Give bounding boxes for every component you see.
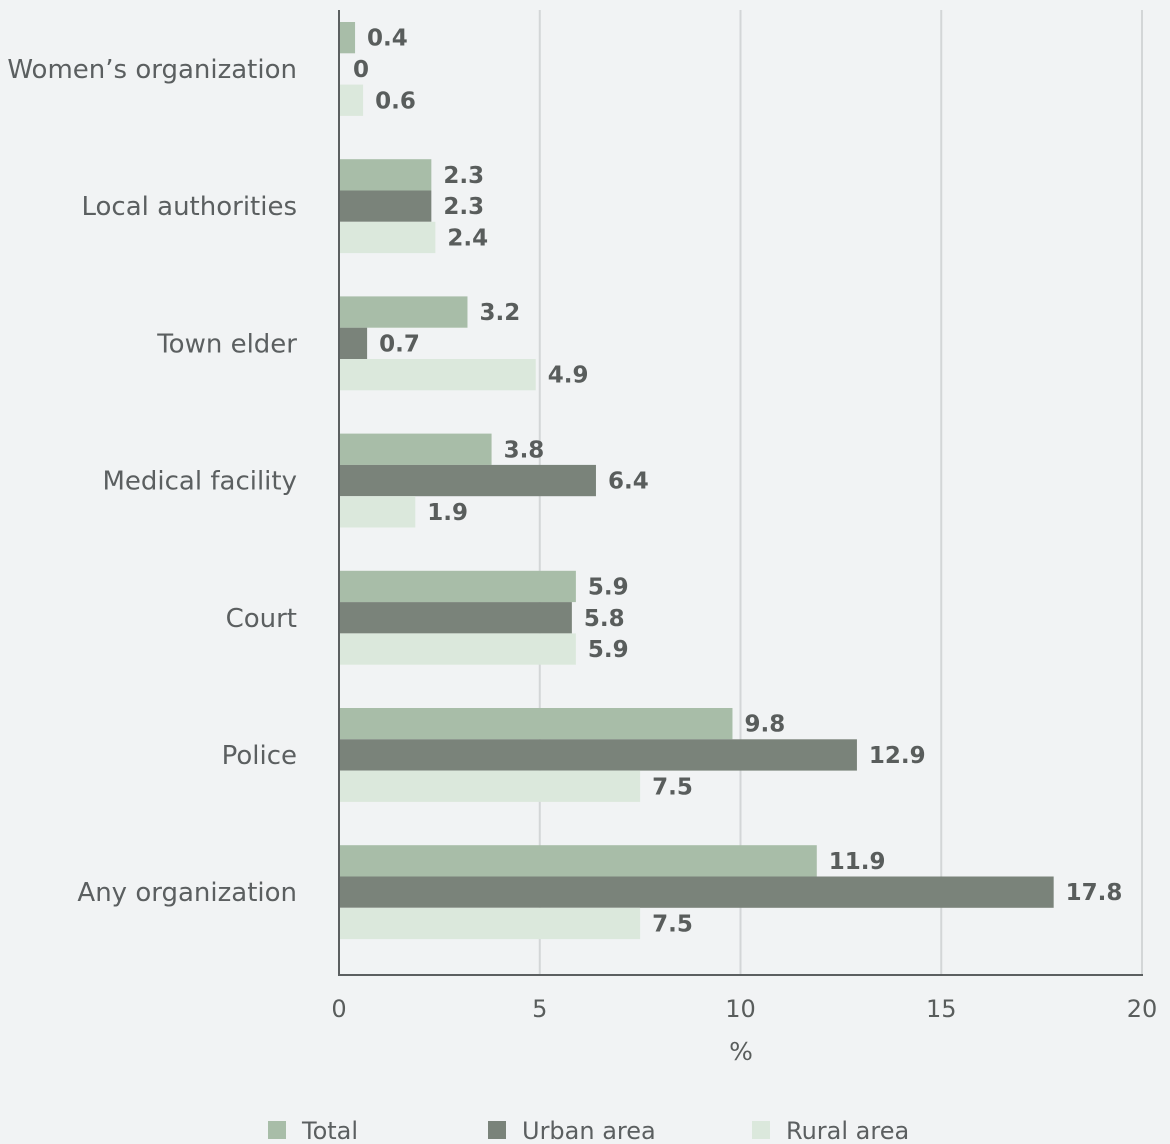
bar xyxy=(339,770,641,802)
data-label: 2.4 xyxy=(447,225,488,251)
bar xyxy=(339,464,596,497)
legend-label: Total xyxy=(301,1117,358,1144)
data-label: 7.5 xyxy=(652,774,693,800)
x-tick-label: 5 xyxy=(532,995,547,1023)
bar xyxy=(339,296,468,328)
data-label: 11.9 xyxy=(829,849,886,875)
bars xyxy=(339,22,1054,940)
x-tick-label: 20 xyxy=(1127,995,1158,1023)
bar xyxy=(339,845,817,877)
bar xyxy=(339,708,733,740)
bar xyxy=(339,221,436,254)
data-label: 17.8 xyxy=(1066,880,1123,906)
axes xyxy=(338,10,1143,976)
bar xyxy=(339,327,368,359)
data-label: 7.5 xyxy=(652,911,693,937)
category-label: Police xyxy=(222,741,297,771)
data-label: 1.9 xyxy=(427,500,468,526)
data-label: 4.9 xyxy=(548,363,589,389)
data-label: 0 xyxy=(353,57,369,83)
legend-swatch xyxy=(488,1121,506,1139)
data-label: 0.6 xyxy=(375,88,416,114)
data-label: 3.8 xyxy=(504,437,545,463)
bar xyxy=(339,159,432,191)
bar xyxy=(339,907,641,940)
bar xyxy=(339,496,416,528)
category-label: Women’s organization xyxy=(7,55,297,85)
data-label: 5.9 xyxy=(588,637,629,663)
data-label: 3.2 xyxy=(479,300,520,326)
category-label: Local authorities xyxy=(81,192,297,222)
x-tick-label: 15 xyxy=(926,995,957,1023)
category-labels: Women’s organization Local authorities Tow… xyxy=(7,55,297,908)
data-label: 0.4 xyxy=(367,26,408,52)
legend-swatch xyxy=(752,1121,770,1139)
data-label: 12.9 xyxy=(869,743,926,769)
bar xyxy=(339,602,572,634)
data-label: 2.3 xyxy=(443,194,484,220)
data-label: 0.7 xyxy=(379,331,420,357)
bar xyxy=(339,359,536,391)
data-label: 6.4 xyxy=(608,469,649,495)
bar xyxy=(339,190,432,222)
legend-swatch xyxy=(268,1121,286,1139)
bar xyxy=(339,633,576,665)
bar xyxy=(339,22,356,54)
data-label: 5.8 xyxy=(584,606,625,632)
bar xyxy=(339,433,492,465)
category-label: Medical facility xyxy=(102,467,297,497)
data-label: 5.9 xyxy=(588,574,629,600)
bar xyxy=(339,739,857,771)
value-labels: 0.4 00.6 2.3 2.3 2.4 3.2 0.7 4.9 3.8 6.4 1.9 5.9 5.8… xyxy=(353,26,1122,938)
legend-label: Rural area xyxy=(786,1117,909,1144)
x-tick-labels: 0 5 10 15 20 xyxy=(331,995,1157,1023)
x-axis-title: % xyxy=(729,1037,753,1066)
data-label: 9.8 xyxy=(744,712,785,738)
x-tick-label: 0 xyxy=(331,995,346,1023)
bar xyxy=(339,876,1054,908)
bar xyxy=(339,570,576,603)
category-label: Court xyxy=(226,604,297,634)
data-label: 2.3 xyxy=(443,163,484,189)
legend: Total Urban area Rural area xyxy=(268,1117,909,1144)
legend-label: Urban area xyxy=(522,1117,656,1144)
category-label: Any organization xyxy=(77,878,297,908)
bar xyxy=(339,84,364,116)
x-tick-label: 10 xyxy=(725,995,756,1023)
category-label: Town elder xyxy=(156,329,297,359)
